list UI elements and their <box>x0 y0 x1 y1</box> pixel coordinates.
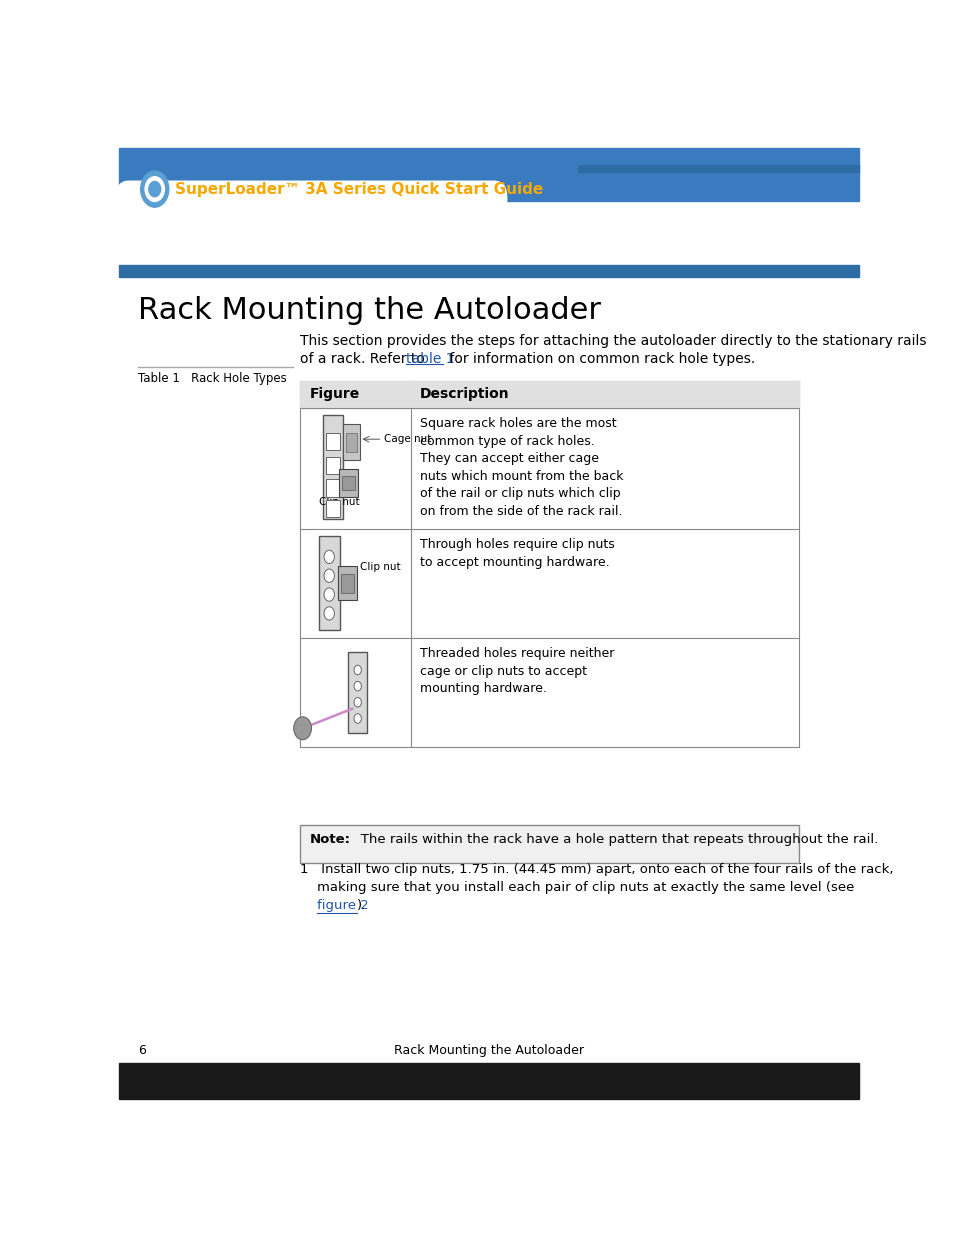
Bar <box>326 479 339 496</box>
Text: Cage nut: Cage nut <box>383 435 431 445</box>
Bar <box>322 415 343 519</box>
Text: This section provides the steps for attaching the autoloader directly to the sta: This section provides the steps for atta… <box>300 333 926 347</box>
Circle shape <box>354 714 361 724</box>
Text: of a rack. Refer to: of a rack. Refer to <box>300 352 429 366</box>
Circle shape <box>294 716 311 740</box>
Bar <box>343 424 359 461</box>
Bar <box>119 1063 858 1099</box>
Circle shape <box>324 588 335 601</box>
Bar <box>577 165 858 172</box>
Circle shape <box>324 569 335 583</box>
Bar <box>300 825 799 863</box>
Bar <box>346 432 356 452</box>
Text: Clip nut: Clip nut <box>318 498 359 508</box>
Bar <box>318 536 339 630</box>
Bar <box>341 574 354 593</box>
Circle shape <box>149 182 160 196</box>
Bar <box>338 468 357 498</box>
Text: 1   Install two clip nuts, 1.75 in. (44.45 mm) apart, onto each of the four rail: 1 Install two clip nuts, 1.75 in. (44.45… <box>300 863 893 877</box>
Bar <box>348 652 367 734</box>
Bar <box>326 432 339 450</box>
Circle shape <box>324 551 335 563</box>
Text: figure 2: figure 2 <box>316 899 368 913</box>
Text: for information on common rack hole types.: for information on common rack hole type… <box>444 352 754 366</box>
Circle shape <box>354 666 361 674</box>
Text: Figure: Figure <box>309 387 359 401</box>
Text: Note:: Note: <box>309 832 350 846</box>
Text: Table 1   Rack Hole Types: Table 1 Rack Hole Types <box>137 372 286 384</box>
Bar <box>300 382 799 408</box>
Bar <box>337 566 357 600</box>
Text: Rack Mounting the Autoloader: Rack Mounting the Autoloader <box>394 1045 583 1057</box>
Text: 6: 6 <box>137 1045 146 1057</box>
Bar <box>326 500 339 517</box>
Text: The rails within the rack have a hole pattern that repeats throughout the rail.: The rails within the rack have a hole pa… <box>348 832 878 846</box>
Text: Clip nut: Clip nut <box>360 562 400 572</box>
Text: Through holes require clip nuts
to accept mounting hardware.: Through holes require clip nuts to accep… <box>419 538 615 568</box>
Bar <box>341 477 355 489</box>
Circle shape <box>354 682 361 690</box>
Circle shape <box>145 177 164 201</box>
Circle shape <box>324 606 335 620</box>
FancyBboxPatch shape <box>115 180 507 226</box>
Text: table 1: table 1 <box>406 352 455 366</box>
Text: SuperLoader™ 3A Series Quick Start Guide: SuperLoader™ 3A Series Quick Start Guide <box>174 182 542 196</box>
Text: Square rack holes are the most
common type of rack holes.
They can accept either: Square rack holes are the most common ty… <box>419 417 623 517</box>
Text: making sure that you install each pair of clip nuts at exactly the same level (s: making sure that you install each pair o… <box>300 882 854 894</box>
Bar <box>326 457 339 474</box>
Bar <box>119 148 858 200</box>
Text: Description: Description <box>419 387 509 401</box>
Circle shape <box>140 170 169 207</box>
Text: Threaded holes require neither
cage or clip nuts to accept
mounting hardware.: Threaded holes require neither cage or c… <box>419 647 614 695</box>
Text: Rack Mounting the Autoloader: Rack Mounting the Autoloader <box>137 295 600 325</box>
Text: ).: ). <box>357 899 366 913</box>
Bar <box>119 266 858 277</box>
Circle shape <box>354 698 361 708</box>
